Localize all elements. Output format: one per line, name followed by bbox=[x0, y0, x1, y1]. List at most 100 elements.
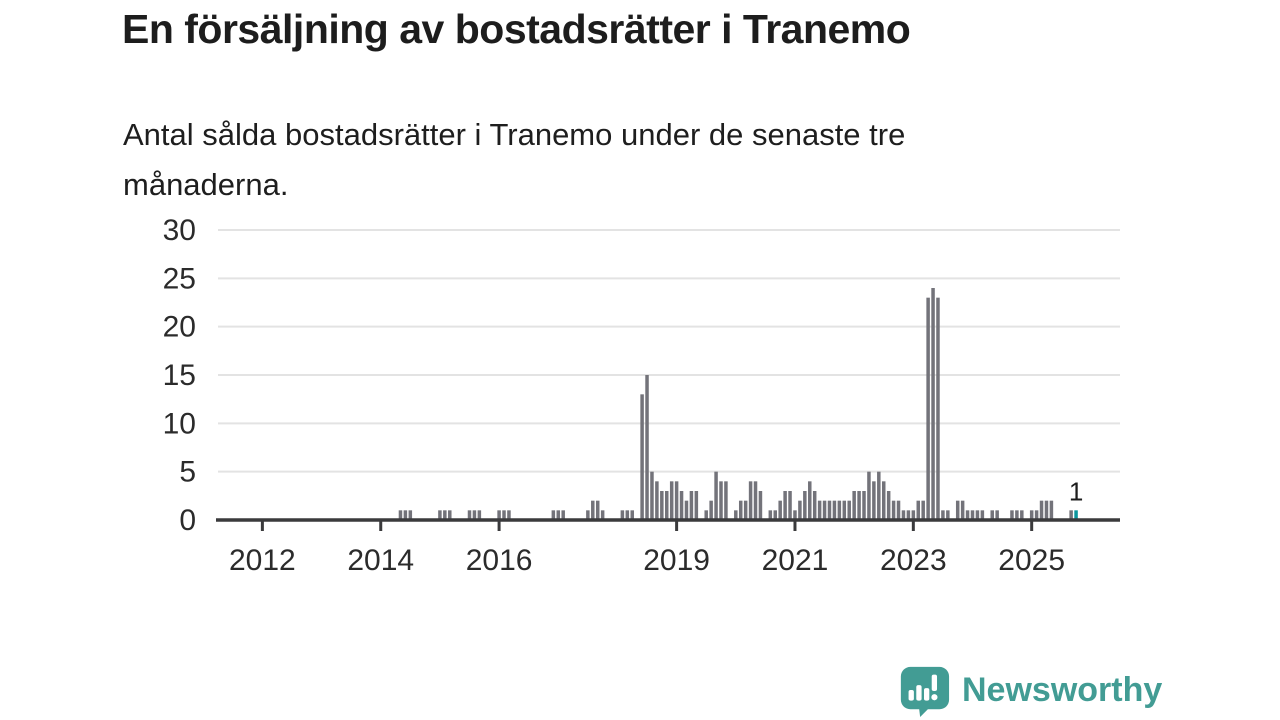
bar bbox=[758, 491, 763, 520]
bar bbox=[679, 491, 684, 520]
bar bbox=[872, 481, 876, 520]
y-tick-label: 30 bbox=[163, 214, 196, 247]
bar bbox=[502, 510, 506, 520]
y-tick-label: 10 bbox=[163, 407, 196, 440]
bar bbox=[655, 481, 659, 520]
x-tick-label: 2014 bbox=[347, 544, 414, 577]
bar bbox=[803, 491, 807, 520]
bar bbox=[561, 510, 565, 520]
bar bbox=[620, 510, 625, 520]
bar bbox=[808, 481, 812, 520]
bar bbox=[438, 510, 442, 520]
bar bbox=[906, 510, 911, 520]
bar bbox=[901, 510, 906, 520]
bar bbox=[891, 500, 896, 520]
bar bbox=[921, 500, 925, 520]
bar bbox=[595, 500, 600, 520]
bar bbox=[551, 510, 556, 520]
bar bbox=[403, 510, 408, 520]
bar bbox=[748, 481, 753, 520]
newsworthy-wordmark: Newsworthy bbox=[962, 670, 1163, 709]
chart-subtitle-line1: Antal sålda bostadsrätter i Tranemo unde… bbox=[123, 117, 906, 152]
x-tick-label: 2023 bbox=[880, 544, 947, 577]
bar bbox=[497, 510, 501, 520]
bar bbox=[704, 510, 708, 520]
bar bbox=[586, 510, 590, 520]
bar bbox=[472, 510, 477, 520]
chart-subtitle-line2: månaderna. bbox=[123, 167, 289, 202]
x-tick-label: 2016 bbox=[466, 544, 533, 577]
bar bbox=[857, 491, 861, 520]
bar bbox=[837, 500, 842, 520]
bar bbox=[881, 481, 886, 520]
y-tick-label: 5 bbox=[179, 456, 196, 489]
bar-chart-icon bbox=[908, 674, 938, 701]
newsworthy-logo: Newsworthy bbox=[897, 663, 1162, 717]
newsworthy-logo-icon bbox=[900, 666, 950, 717]
bar bbox=[886, 491, 891, 520]
y-tick-label: 20 bbox=[163, 311, 196, 344]
bar bbox=[1049, 500, 1054, 520]
bar bbox=[867, 471, 871, 520]
bar bbox=[650, 471, 654, 520]
bar bbox=[1020, 510, 1024, 520]
bar bbox=[975, 510, 980, 520]
bar bbox=[408, 510, 413, 520]
bar bbox=[600, 510, 605, 520]
bar bbox=[467, 510, 472, 520]
bar bbox=[793, 510, 797, 520]
bar bbox=[1015, 510, 1019, 520]
bar bbox=[1044, 500, 1049, 520]
bar bbox=[970, 510, 975, 520]
bar bbox=[990, 510, 994, 520]
bar bbox=[448, 510, 452, 520]
y-tick-label: 0 bbox=[179, 504, 196, 537]
bar bbox=[995, 510, 999, 520]
bar bbox=[724, 481, 728, 520]
bar bbox=[911, 510, 916, 520]
bar bbox=[960, 500, 965, 520]
bar bbox=[1029, 510, 1034, 520]
bar bbox=[645, 375, 649, 520]
bar bbox=[709, 500, 713, 520]
bar bbox=[734, 510, 738, 520]
bar bbox=[812, 491, 817, 520]
bar bbox=[926, 297, 930, 520]
y-tick-label: 25 bbox=[163, 262, 196, 295]
bar bbox=[665, 491, 669, 520]
bar bbox=[788, 491, 792, 520]
bar bbox=[783, 491, 787, 520]
bar bbox=[931, 288, 935, 520]
bar bbox=[684, 500, 689, 520]
bar bbox=[778, 500, 782, 520]
bar bbox=[877, 471, 881, 520]
bar bbox=[630, 510, 634, 520]
bar bbox=[955, 500, 960, 520]
chart-subtitle: Antal sålda bostadsrätter i Tranemo unde… bbox=[123, 110, 1183, 210]
bar bbox=[847, 500, 851, 520]
bar bbox=[896, 500, 901, 520]
bar bbox=[507, 510, 511, 520]
bar bbox=[1069, 510, 1073, 520]
bar bbox=[916, 500, 921, 520]
bar bbox=[822, 500, 827, 520]
bar bbox=[694, 491, 699, 520]
bar bbox=[827, 500, 832, 520]
page-title: En försäljning av bostadsrätter i Tranem… bbox=[122, 6, 911, 52]
bar bbox=[714, 471, 718, 520]
bar bbox=[743, 500, 748, 520]
bar bbox=[946, 510, 950, 520]
bar bbox=[591, 500, 595, 520]
x-tick-label: 2019 bbox=[643, 544, 710, 577]
bar bbox=[798, 500, 802, 520]
bar bbox=[768, 510, 773, 520]
bar bbox=[862, 491, 866, 520]
bar bbox=[669, 481, 674, 520]
x-tick-label: 2012 bbox=[229, 544, 296, 577]
x-tick-label: 2021 bbox=[762, 544, 829, 577]
highlight-value-label: 1 bbox=[1069, 476, 1083, 506]
bar bbox=[640, 394, 644, 520]
bar bbox=[477, 510, 482, 520]
bar bbox=[556, 510, 561, 520]
bar bbox=[965, 510, 970, 520]
